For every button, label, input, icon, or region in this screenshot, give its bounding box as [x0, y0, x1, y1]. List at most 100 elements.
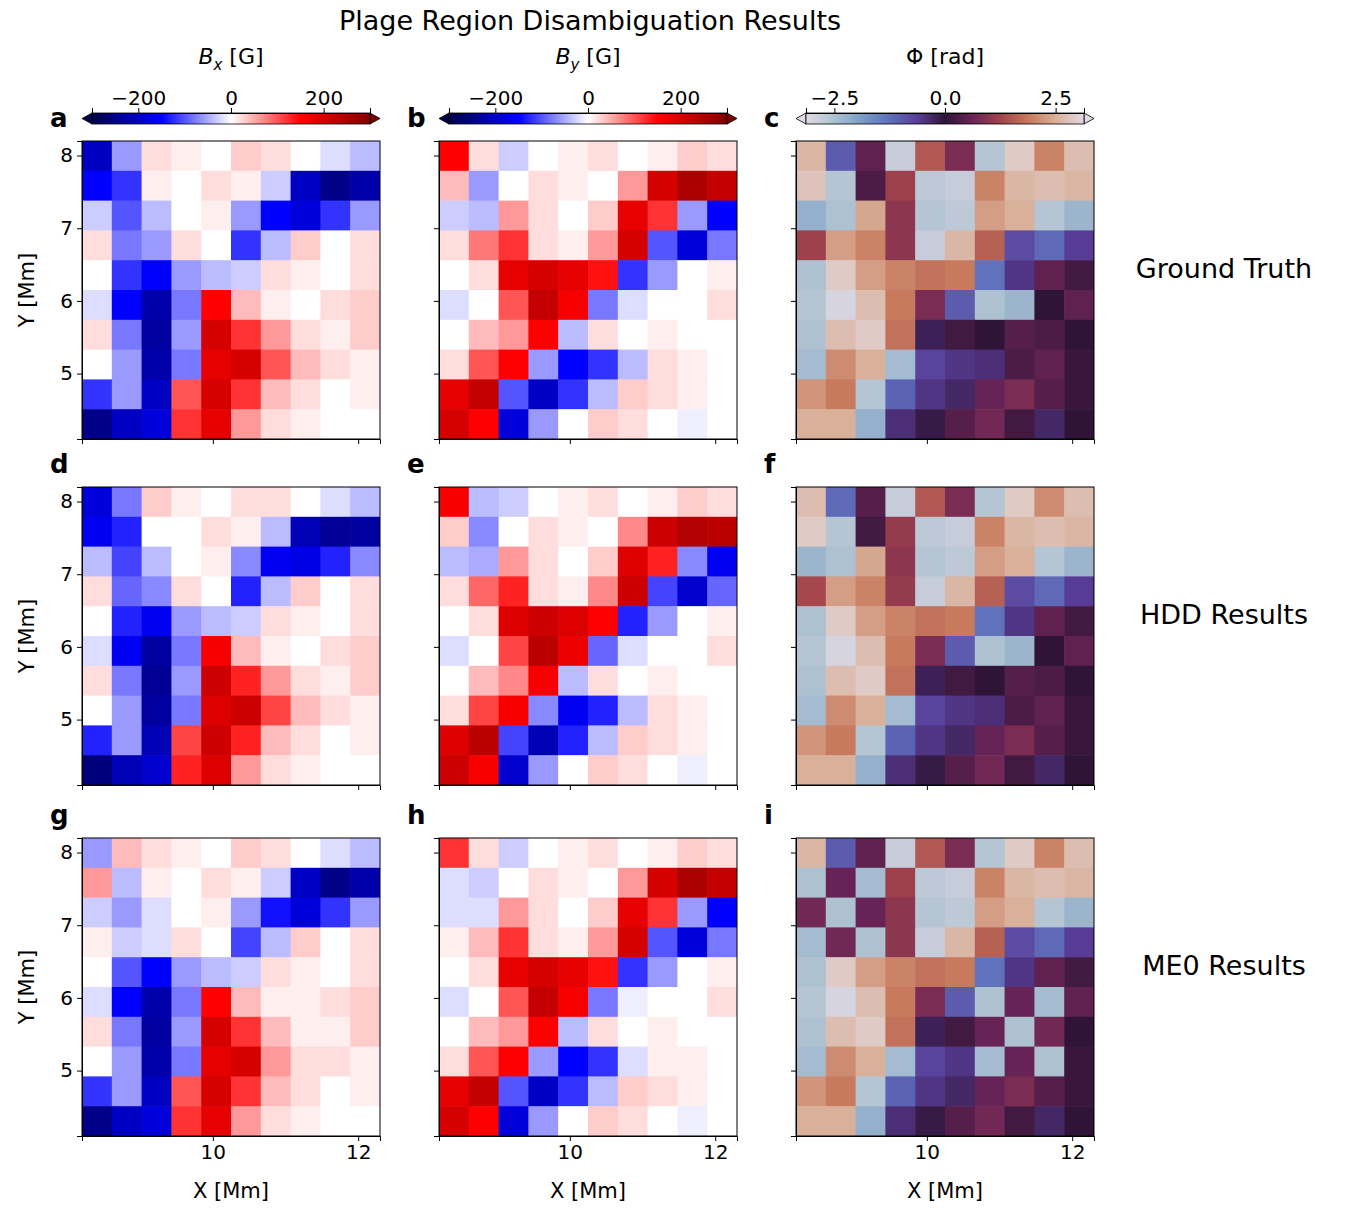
cell: [499, 898, 529, 928]
colorbar-extend: [1084, 113, 1094, 124]
y-tick-label: 6: [60, 986, 73, 1010]
cell: [945, 606, 975, 636]
cell: [945, 666, 975, 696]
cell: [975, 320, 1005, 350]
colorbar-body: [92, 113, 370, 124]
cell: [856, 1106, 886, 1136]
cell: [1064, 547, 1094, 577]
cell: [885, 1047, 915, 1077]
x-tick: [358, 439, 359, 444]
colorbar-tick-label: −200: [111, 86, 166, 110]
cell: [439, 290, 469, 320]
cell: [856, 171, 886, 201]
cell: [945, 927, 975, 957]
cell: [707, 350, 737, 380]
row-label: ME0 Results: [1142, 950, 1306, 981]
cell: [499, 320, 529, 350]
cell: [618, 201, 648, 231]
cell: [469, 957, 499, 987]
cell: [1064, 409, 1094, 439]
cell: [588, 409, 618, 439]
cell: [231, 987, 261, 1017]
x-tick: 10: [201, 1136, 226, 1164]
cell: [588, 636, 618, 666]
y-tick: 6: [60, 986, 82, 1010]
cell: [588, 666, 618, 696]
cell: [112, 666, 142, 696]
cell: [142, 320, 172, 350]
cell: [112, 409, 142, 439]
cell: [231, 487, 261, 517]
cell: [439, 230, 469, 260]
colorbar-tick-label: 200: [305, 86, 343, 110]
cell: [1064, 171, 1094, 201]
cell: [231, 1017, 261, 1047]
cell: [439, 517, 469, 547]
cell: [1064, 957, 1094, 987]
cell: [648, 666, 678, 696]
cell: [350, 1106, 380, 1136]
cell: [320, 201, 350, 231]
x-tick: 10: [915, 1136, 940, 1164]
cell: [588, 487, 618, 517]
cell: [618, 696, 648, 726]
cell: [499, 517, 529, 547]
cell: [469, 1047, 499, 1077]
cell: [885, 755, 915, 785]
panel: c: [764, 103, 1095, 444]
cell: [618, 1076, 648, 1106]
cell: [171, 350, 201, 380]
cell: [528, 576, 558, 606]
y-tick-mark: [434, 853, 439, 854]
cell: [588, 606, 618, 636]
cell: [142, 755, 172, 785]
cell: [856, 838, 886, 868]
cell: [231, 141, 261, 171]
cell: [261, 379, 291, 409]
cell: [558, 636, 588, 666]
cell: [1034, 320, 1064, 350]
cell: [528, 868, 558, 898]
cell: [1005, 141, 1035, 171]
cell: [588, 957, 618, 987]
x-axis: [797, 439, 1095, 444]
cell: [469, 141, 499, 171]
y-tick: [791, 1071, 796, 1072]
cell: [528, 409, 558, 439]
cell: [975, 487, 1005, 517]
cells: [796, 838, 1094, 1136]
cell: [528, 1106, 558, 1136]
cell: [1034, 636, 1064, 666]
cell: [142, 606, 172, 636]
cell: [618, 409, 648, 439]
cell: [171, 606, 201, 636]
cell: [796, 636, 826, 666]
cell: [439, 1047, 469, 1077]
cell: [915, 171, 945, 201]
cell: [499, 725, 529, 755]
x-tick: [927, 439, 928, 444]
cell: [1064, 838, 1094, 868]
cell: [350, 350, 380, 380]
cell: [707, 379, 737, 409]
cell: [291, 517, 321, 547]
cell: [1005, 547, 1035, 577]
y-tick: [434, 228, 439, 229]
cell: [439, 838, 469, 868]
cell: [588, 171, 618, 201]
cell: [142, 927, 172, 957]
cell: [1005, 201, 1035, 231]
cell: [648, 409, 678, 439]
cell: [291, 1047, 321, 1077]
cell: [1005, 1017, 1035, 1047]
cell: [856, 290, 886, 320]
cell: [1005, 636, 1035, 666]
cell: [618, 755, 648, 785]
cell: [201, 517, 231, 547]
cell: [231, 838, 261, 868]
panel-letter: c: [764, 103, 779, 133]
colorbar-tick-label: 0: [225, 86, 238, 110]
cell: [618, 868, 648, 898]
cell: [975, 409, 1005, 439]
cell: [499, 666, 529, 696]
